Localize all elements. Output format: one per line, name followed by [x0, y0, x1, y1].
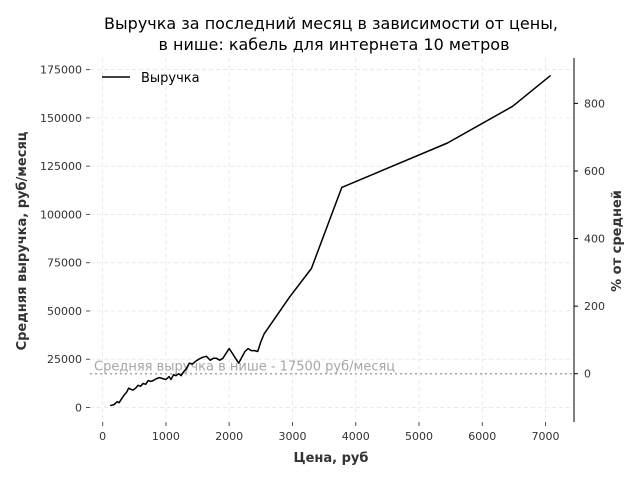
x-tick-label: 0 — [99, 430, 106, 443]
series-layer — [110, 74, 552, 407]
y-tick-label: 25000 — [47, 353, 82, 366]
y-axis-label: Средняя выручка, руб/месяц — [15, 131, 30, 350]
right-tick-label: 600 — [584, 165, 605, 178]
right-tick-label: 400 — [584, 233, 605, 246]
right-tick-label: 800 — [584, 97, 605, 110]
y-axis-ticks: 0 25000 50000 75000 100000 125000 150000 175000 — [40, 64, 90, 415]
legend-label: Выручка — [141, 71, 200, 86]
right-tick-label: 200 — [584, 300, 605, 313]
y-tick-label: 150000 — [40, 112, 82, 125]
average-label: Средняя выручка в нише - 17500 руб/месяц — [94, 360, 395, 375]
y-tick-label: 0 — [75, 402, 82, 415]
revenue-line — [110, 74, 552, 407]
y-tick-label: 125000 — [40, 160, 82, 173]
chart-title-line2: в нише: кабель для интернета 10 метров — [158, 35, 509, 54]
x-tick-label: 7000 — [532, 430, 560, 443]
x-tick-label: 4000 — [342, 430, 370, 443]
y-tick-label: 100000 — [40, 208, 82, 221]
x-tick-label: 1000 — [152, 430, 180, 443]
x-tick-label: 3000 — [278, 430, 306, 443]
y-tick-label: 75000 — [47, 257, 82, 270]
right-axis-ticks: 0 200 400 600 800 — [574, 97, 605, 381]
y-tick-label: 175000 — [40, 64, 82, 77]
right-tick-label: 0 — [584, 368, 591, 381]
x-tick-label: 5000 — [405, 430, 433, 443]
x-axis-ticks: 0 1000 2000 3000 4000 5000 6000 7000 — [99, 422, 560, 443]
y-tick-label: 50000 — [47, 305, 82, 318]
right-axis-label: % от средней — [610, 190, 625, 292]
x-axis-label: Цена, руб — [294, 451, 369, 466]
x-tick-label: 6000 — [468, 430, 496, 443]
legend: Выручка — [102, 71, 200, 86]
chart-title-line1: Выручка за последний месяц в зависимости… — [104, 14, 558, 33]
x-tick-label: 2000 — [215, 430, 243, 443]
